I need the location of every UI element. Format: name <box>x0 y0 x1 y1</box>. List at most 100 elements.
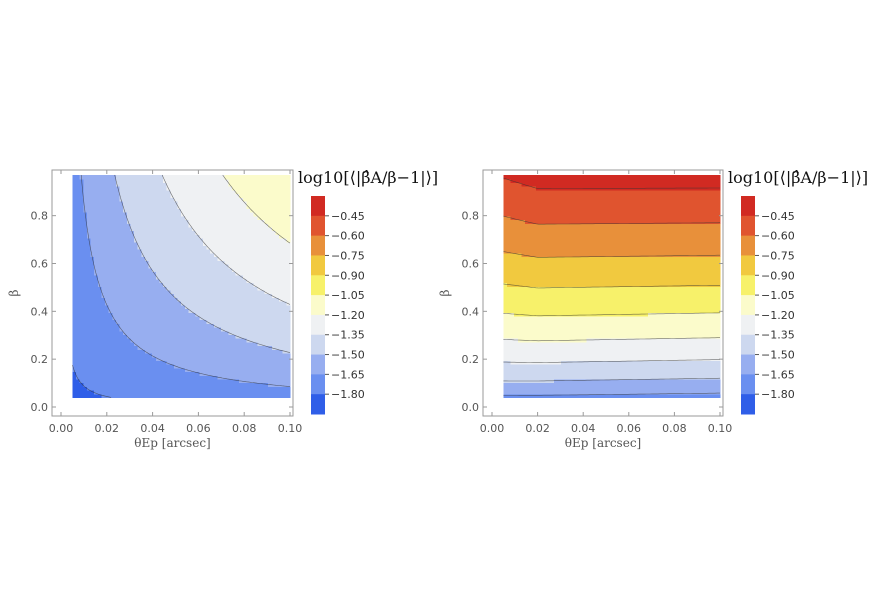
contour-cell <box>579 378 584 384</box>
contour-cell <box>546 371 551 376</box>
contour-cell <box>115 212 121 217</box>
contour-cell <box>257 319 262 324</box>
contour-cell <box>83 349 88 354</box>
contour-cell <box>282 267 287 272</box>
contour-cell <box>79 286 84 291</box>
contour-cell <box>126 349 132 354</box>
contour-cell <box>271 386 277 391</box>
contour-cell <box>155 301 161 306</box>
contour-cell <box>217 349 222 354</box>
contour-cell <box>507 390 512 395</box>
contour-cell <box>553 386 559 391</box>
contour-cell <box>213 349 219 354</box>
contour-cell <box>239 352 244 358</box>
contour-cell <box>553 326 559 332</box>
contour-cell <box>195 286 200 291</box>
contour-cell <box>575 234 580 239</box>
contour-cell <box>166 193 171 198</box>
contour-cell <box>108 212 113 217</box>
contour-cell <box>94 334 99 339</box>
contour-cell <box>517 215 523 221</box>
contour-cell <box>279 256 284 261</box>
contour-cell <box>557 263 562 269</box>
contour-cell <box>279 200 284 206</box>
contour-cell <box>76 364 81 369</box>
contour-cell <box>126 200 132 206</box>
contour-cell <box>76 208 81 213</box>
contour-cell <box>173 360 179 365</box>
contour-cell <box>119 238 124 243</box>
contour-cell <box>546 282 551 287</box>
contour-cell <box>155 360 161 365</box>
contour-cell <box>76 286 81 291</box>
contour-cell <box>101 238 106 243</box>
contour-cell <box>210 252 215 258</box>
contour-cell <box>224 297 229 302</box>
contour-cell <box>282 197 287 202</box>
contour-cell <box>152 256 157 261</box>
contour-cell <box>546 238 551 243</box>
contour-cell <box>108 367 113 373</box>
contour-cell <box>235 263 240 269</box>
contour-cell <box>535 226 541 232</box>
contour-cell <box>83 245 88 250</box>
contour-cell <box>550 252 555 258</box>
contour-cell <box>177 330 182 336</box>
contour-cell <box>195 282 200 287</box>
contour-cell <box>217 352 222 358</box>
contour-cell <box>253 304 258 310</box>
contour-cell <box>510 245 515 250</box>
contour-cell <box>539 345 544 350</box>
contour-cell <box>101 226 106 232</box>
contour-cell <box>546 301 551 306</box>
contour-cell <box>173 186 179 191</box>
contour-cell <box>72 212 77 217</box>
contour-cell <box>181 297 186 302</box>
contour-cell <box>184 297 190 302</box>
contour-cell <box>79 275 84 280</box>
contour-cell <box>568 356 573 361</box>
contour-cell <box>568 315 573 321</box>
contour-cell <box>271 367 277 373</box>
contour-cell <box>126 334 132 339</box>
contour-cell <box>148 345 153 350</box>
contour-cell <box>268 200 273 206</box>
contour-cell <box>202 382 208 387</box>
contour-cell <box>184 204 190 209</box>
contour-cell <box>83 193 88 198</box>
contour-cell <box>163 230 168 235</box>
contour-cell <box>181 197 186 202</box>
contour-cell <box>192 330 197 336</box>
contour-cell <box>206 364 211 369</box>
contour-cell <box>177 215 182 221</box>
contour-cell <box>213 278 219 284</box>
contour-cell <box>239 382 244 387</box>
contour-cell <box>115 289 121 295</box>
contour-cell <box>282 390 287 395</box>
contour-cell <box>553 241 559 247</box>
contour-cell <box>575 256 580 261</box>
contour-cell <box>264 341 269 347</box>
contour-cell <box>210 189 215 195</box>
contour-cell <box>155 245 161 250</box>
contour-cell <box>528 330 533 336</box>
contour-cell <box>246 371 251 376</box>
contour-cell <box>134 345 139 350</box>
contour-cell <box>553 208 559 213</box>
contour-cell <box>115 249 121 254</box>
contour-cell <box>202 360 208 365</box>
contour-cell <box>239 238 244 243</box>
contour-cell <box>271 241 277 247</box>
contour-cell <box>170 341 175 347</box>
contour-cell <box>532 178 537 184</box>
contour-cell <box>79 175 84 180</box>
contour-cell <box>553 378 559 384</box>
contour-cell <box>535 386 541 391</box>
contour-cell <box>282 356 287 361</box>
contour-cell <box>86 390 92 395</box>
contour-cell <box>275 245 280 250</box>
contour-cell <box>507 289 512 295</box>
contour-cell <box>76 352 81 358</box>
contour-cell <box>521 289 526 295</box>
contour-cell <box>177 226 182 232</box>
